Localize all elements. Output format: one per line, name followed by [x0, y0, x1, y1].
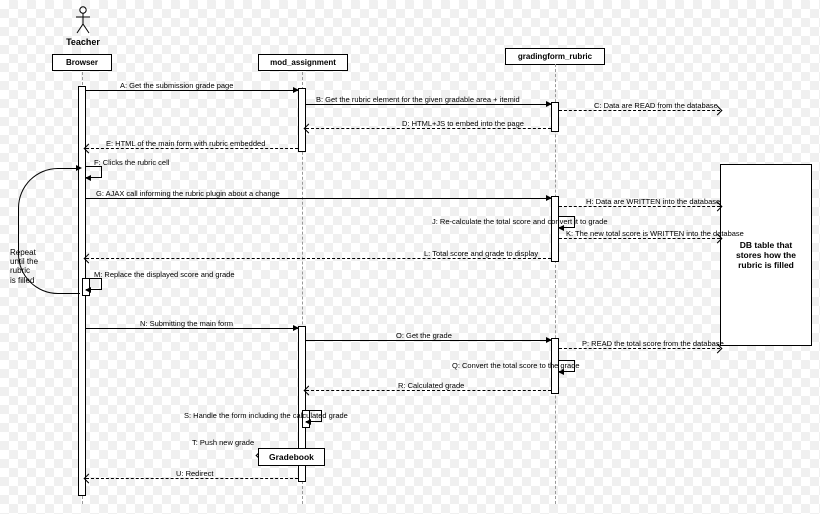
msg-e-line [86, 148, 298, 149]
participant-browser: Browser [52, 54, 112, 71]
msg-t: T: Push new grade [192, 438, 254, 447]
participant-mod-assignment: mod_assignment [258, 54, 348, 71]
msg-e: E: HTML of the main form with rubric emb… [106, 139, 265, 148]
msg-u: U: Redirect [176, 469, 214, 478]
msg-m-self [86, 278, 102, 290]
participant-gradingform-rubric: gradingform_rubric [505, 48, 605, 65]
actor-teacher: Teacher [66, 6, 100, 47]
msg-d-line [306, 128, 551, 129]
activation-mod-1 [298, 88, 306, 152]
msg-l: L: Total score and grade to display [424, 249, 538, 258]
msg-h: H: Data are WRITTEN into the database [586, 197, 720, 206]
msg-k-line [559, 238, 720, 239]
msg-n: N: Submitting the main form [140, 319, 233, 328]
msg-b-line [306, 104, 551, 105]
msg-p: P: READ the total score from the databas… [582, 339, 724, 348]
msg-c-line [559, 110, 720, 111]
msg-r: R: Calculated grade [398, 381, 464, 390]
sequence-diagram: Teacher Browser mod_assignment gradingfo… [0, 0, 820, 514]
msg-s: S: Handle the form including the calcula… [184, 411, 348, 420]
msg-b: B: Get the rubric element for the given … [316, 95, 520, 104]
msg-m: M: Replace the displayed score and grade [94, 270, 235, 279]
msg-g: G: AJAX call informing the rubric plugin… [96, 189, 280, 198]
msg-r-line [306, 390, 551, 391]
msg-j: J: Re-calculate the total score and conv… [432, 217, 608, 226]
msg-q: Q: Convert the total score to the grade [452, 361, 580, 370]
msg-a-line [86, 90, 298, 91]
msg-o: O: Get the grade [396, 331, 452, 340]
msg-a: A: Get the submission grade page [120, 81, 233, 90]
loop-note: Repeat until the rubric is filled [10, 248, 38, 285]
msg-f: F: Clicks the rubric cell [94, 158, 169, 167]
msg-k: K: The new total score is WRITTEN into t… [566, 229, 744, 238]
stick-figure-icon [74, 6, 92, 34]
actor-label: Teacher [66, 37, 100, 47]
db-table-box: DB table that stores how the rubric is f… [720, 164, 812, 346]
gradebook-box: Gradebook [258, 448, 325, 466]
msg-n-line [86, 328, 298, 329]
msg-l-line [86, 258, 551, 259]
msg-c: C: Data are READ from the database [594, 101, 718, 110]
msg-o-line [306, 340, 551, 341]
db-label: DB table that stores how the rubric is f… [727, 240, 805, 270]
msg-h-line [559, 206, 720, 207]
msg-u-line [86, 478, 298, 479]
activation-rubric-1 [551, 102, 559, 132]
msg-g-line [86, 198, 551, 199]
msg-d: D: HTML+JS to embed into the page [402, 119, 524, 128]
msg-f-self [86, 166, 102, 178]
msg-p-line [559, 348, 720, 349]
